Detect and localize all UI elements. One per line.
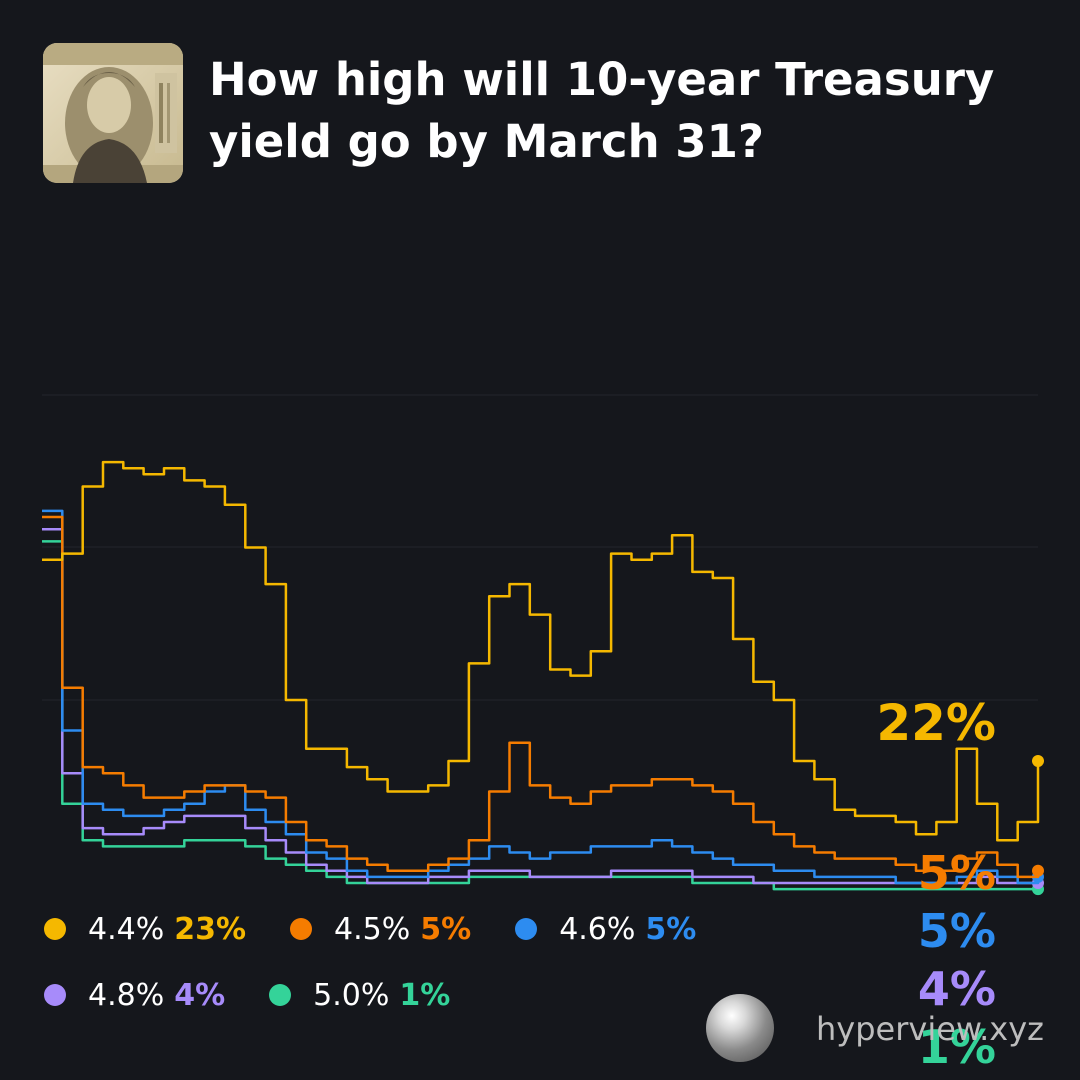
sphere-logo-icon xyxy=(706,994,774,1062)
series-end-label: 4% xyxy=(918,962,996,1016)
bill-portrait-graphic xyxy=(43,43,183,183)
header: How high will 10-year Treasury yield go … xyxy=(43,43,1043,183)
legend-dot-icon xyxy=(44,918,66,940)
series-end-label: 5% xyxy=(918,904,996,958)
legend-label: 4.6% xyxy=(559,911,636,947)
series-end-label: 1% xyxy=(918,1020,996,1074)
series-line-4.6% xyxy=(42,509,1040,885)
series-line-4.5% xyxy=(42,515,1040,879)
legend-label: 5.0% xyxy=(313,977,390,1013)
watermark: hyperview.xyz xyxy=(706,994,1046,1064)
series-end-point xyxy=(1032,864,1044,877)
legend-value: 23% xyxy=(174,911,247,947)
legend-dot-icon xyxy=(44,984,66,1006)
series-line-4.4% xyxy=(42,460,1040,842)
legend-row: 4.4% 23% 4.5% 5% 4.6% 5% xyxy=(44,904,804,954)
legend-value: 5% xyxy=(645,911,697,947)
legend-dot-icon xyxy=(290,918,313,940)
page-title: How high will 10-year Treasury yield go … xyxy=(209,53,995,168)
series-end-label: 22% xyxy=(876,694,996,752)
twenty-dollar-bill-image xyxy=(43,43,183,183)
legend-value: 4% xyxy=(174,977,226,1013)
legend-item: 4.4% 23% xyxy=(44,912,246,947)
legend-label: 4.8% xyxy=(88,977,165,1013)
legend-value: 1% xyxy=(399,977,451,1013)
legend-item: 4.5% 5% xyxy=(290,912,471,947)
chart-gridlines xyxy=(42,394,1038,701)
legend-item: 5.0% 1% xyxy=(269,978,450,1013)
legend-item: 4.8% 4% xyxy=(44,978,225,1013)
legend-label: 4.4% xyxy=(88,911,165,947)
watermark-text: hyperview.xyz xyxy=(816,1010,1044,1048)
legend-dot-icon xyxy=(269,984,292,1006)
series-end-point xyxy=(1032,755,1044,767)
series-line-4.8% xyxy=(42,527,1038,885)
series-end-label: 5% xyxy=(918,846,996,900)
legend-row: 4.8% 4% 5.0% 1% xyxy=(44,970,804,1020)
series-layer xyxy=(42,460,1044,896)
end-labels-layer: 22%5%5%4%1% xyxy=(876,694,996,1074)
legend-value: 5% xyxy=(420,911,472,947)
chart-legend: 4.4% 23% 4.5% 5% 4.6% 5% 4.8% 4% 5.0% 1% xyxy=(44,904,804,1036)
legend-item: 4.6% 5% xyxy=(515,912,696,947)
legend-label: 4.5% xyxy=(334,911,411,947)
legend-dot-icon xyxy=(515,918,538,940)
series-line-5.0% xyxy=(42,540,1038,891)
